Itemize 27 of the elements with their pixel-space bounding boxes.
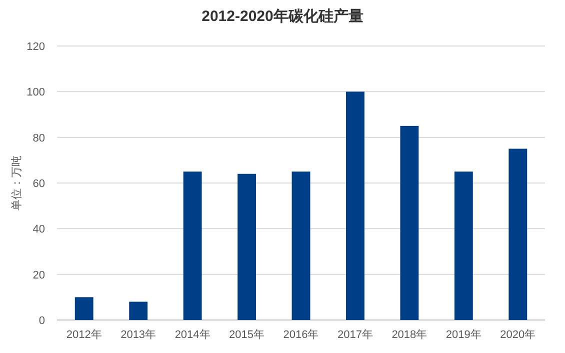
y-axis-title: 单位：万吨 [10, 156, 23, 210]
y-tick-label: 20 [32, 269, 45, 282]
x-tick-label: 2014年 [174, 329, 210, 341]
x-tick-label: 2012年 [66, 329, 102, 341]
x-tick-label: 2016年 [283, 329, 319, 341]
bar [346, 92, 364, 320]
x-tick-label: 2013年 [120, 329, 156, 341]
y-tick-label: 120 [26, 41, 45, 53]
bar [508, 148, 528, 320]
bar [238, 174, 256, 320]
bar [129, 302, 148, 320]
chart-title: 2012-2020年碳化硅产量 [202, 8, 364, 25]
x-tick-label: 2017年 [337, 329, 373, 341]
bar [74, 297, 94, 320]
x-tick-label: 2018年 [392, 329, 428, 341]
bar [454, 172, 473, 320]
x-tick-label: 2015年 [229, 329, 265, 341]
y-tick-label: 100 [26, 86, 45, 99]
y-tick-label: 0 [38, 315, 45, 327]
bar [400, 126, 419, 320]
y-tick-label: 60 [32, 178, 45, 190]
y-tick-label: 40 [32, 224, 45, 236]
bar [183, 172, 202, 320]
x-tick-label: 2020年 [500, 329, 536, 341]
bar [292, 172, 310, 320]
x-tick-label: 2019年 [446, 329, 482, 341]
y-tick-label: 80 [32, 132, 45, 144]
